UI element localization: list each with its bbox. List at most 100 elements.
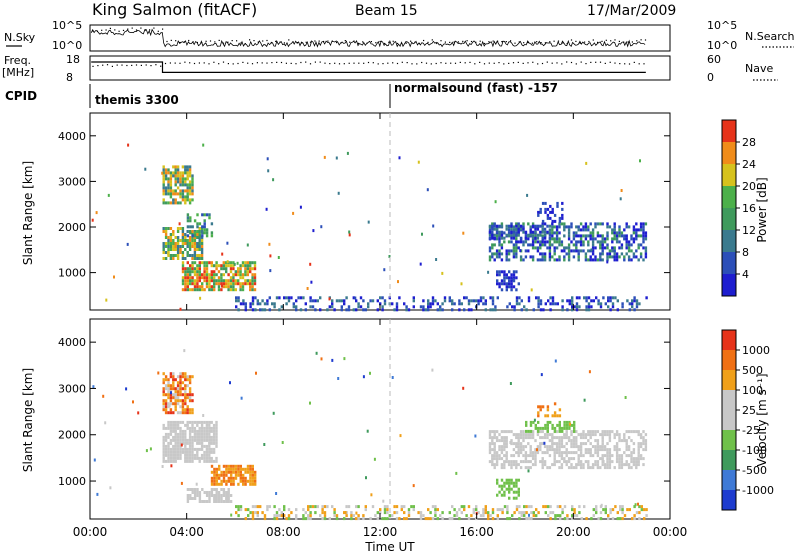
velocity-cell (493, 448, 496, 452)
power-cell (590, 299, 593, 303)
nave-point (184, 61, 186, 63)
power-cell (488, 236, 492, 240)
nave-point (508, 62, 510, 64)
power-cell (198, 242, 201, 245)
nsearch-point (431, 39, 433, 41)
velocity-cell (630, 460, 633, 464)
velocity-cell (355, 517, 358, 521)
freq-tick-top: 18 (66, 53, 80, 66)
velocity-cell (203, 459, 206, 463)
power-cell (172, 165, 175, 169)
velocity-cell (436, 508, 439, 512)
nave-point (218, 63, 220, 65)
nsearch-point (370, 41, 372, 43)
power-cell (536, 246, 540, 250)
velocity-cell (500, 487, 504, 491)
power-scatter-point (494, 200, 497, 204)
nsearch-point (479, 40, 481, 42)
velocity-cell (181, 450, 185, 454)
velocity-cell (577, 445, 580, 449)
power-cell (463, 296, 466, 300)
power-cell (603, 240, 607, 244)
power-cell (172, 189, 175, 193)
velocity-cell (184, 441, 187, 445)
velocity-cell (381, 517, 384, 521)
power-cell (515, 288, 518, 292)
velocity-cell (220, 482, 223, 486)
power-cell (548, 236, 552, 240)
velocity-cell (503, 439, 506, 443)
velocity-cell (164, 447, 168, 451)
power-cell (644, 237, 648, 241)
power-cell (608, 225, 612, 229)
power-scatter-point (167, 252, 170, 255)
power-cell (599, 255, 602, 259)
power-cell (621, 302, 624, 306)
velocity-cell (633, 517, 636, 521)
velocity-cell (186, 459, 189, 463)
velocity-cell (517, 442, 520, 446)
power-cell (546, 230, 549, 234)
power-cell (488, 258, 492, 262)
power-cell (611, 249, 614, 253)
velocity-cell (162, 390, 165, 394)
velocity-cell (503, 445, 506, 449)
power-cell (235, 299, 238, 303)
velocity-cell (273, 517, 276, 521)
power-cell (607, 305, 610, 309)
power-cell (196, 267, 199, 271)
velocity-cell (186, 408, 189, 412)
velocity-cell (620, 463, 624, 467)
velocity-cell (259, 505, 262, 509)
power-cell (193, 285, 197, 289)
power-cell (572, 255, 576, 259)
velocity-cell (515, 436, 518, 440)
velocity-cell (188, 453, 192, 457)
power-cell (529, 243, 532, 247)
velocity-cbar-tick-label: -500 (742, 464, 767, 477)
velocity-cell (237, 508, 240, 512)
power-cell (181, 270, 185, 274)
nave-point (348, 62, 350, 64)
power-cell (512, 225, 516, 229)
power-cell (256, 299, 259, 303)
power-cell (570, 225, 573, 229)
velocity-cell (591, 466, 595, 470)
velocity-cell (208, 438, 211, 442)
power-scatter-point (202, 143, 205, 147)
velocity-cell (162, 441, 165, 445)
velocity-cell (503, 460, 506, 464)
power-cell (169, 236, 173, 239)
velocity-cell (556, 505, 559, 509)
velocity-cell (222, 500, 226, 503)
power-cell (196, 279, 199, 283)
power-cell (606, 222, 609, 226)
power-scatter-point (309, 262, 312, 266)
power-cell (507, 252, 511, 256)
velocity-cell (429, 517, 432, 521)
velocity-cell (547, 514, 550, 518)
velocity-cell (582, 436, 585, 440)
power-cell (189, 270, 192, 274)
power-cell (591, 240, 595, 244)
velocity-cbar-tick-label: -25 (742, 424, 760, 437)
power-cell (592, 299, 595, 303)
power-cell (184, 288, 187, 292)
velocity-cell (181, 429, 185, 433)
power-cell (536, 224, 540, 228)
velocity-cell (188, 459, 192, 463)
velocity-cell (599, 511, 603, 515)
power-cell (553, 246, 556, 250)
power-cell (181, 189, 185, 193)
velocity-cell (639, 445, 643, 449)
velocity-cell (352, 514, 355, 518)
velocity-cell (278, 514, 281, 518)
power-cell (541, 243, 544, 247)
velocity-cell (503, 430, 506, 434)
velocity-cell (491, 439, 494, 443)
velocity-cell (563, 445, 566, 449)
power-cell (575, 296, 579, 300)
power-cell (543, 236, 547, 240)
power-cell (198, 267, 201, 271)
power-cell (343, 302, 346, 306)
